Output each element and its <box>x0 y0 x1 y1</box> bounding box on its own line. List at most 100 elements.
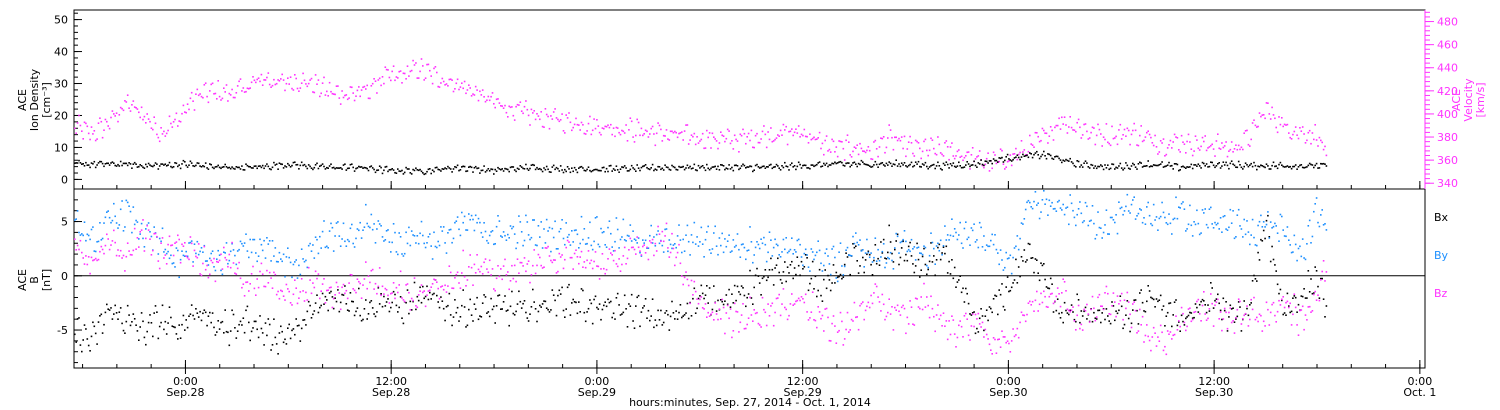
density-point <box>733 164 736 167</box>
by-point <box>391 241 393 244</box>
by-point <box>1222 215 1225 218</box>
velocity-point <box>1229 148 1232 151</box>
density-point <box>360 166 363 168</box>
bx-point <box>839 273 842 276</box>
velocity-point <box>433 67 435 70</box>
velocity-point <box>779 129 782 132</box>
bx-point <box>136 330 139 332</box>
velocity-point <box>256 78 258 81</box>
velocity-point <box>466 89 469 91</box>
by-point <box>1320 214 1322 216</box>
bz-point <box>190 242 193 245</box>
density-point <box>754 164 757 167</box>
bx-point <box>568 283 570 286</box>
velocity-point <box>92 133 94 135</box>
bx-point <box>701 292 704 295</box>
bz-point <box>78 248 80 251</box>
bz-point <box>498 275 501 278</box>
bx-point <box>268 323 271 326</box>
density-point <box>519 165 522 167</box>
by-point <box>213 266 215 268</box>
bz-point <box>170 244 172 247</box>
by-point <box>942 245 945 247</box>
bz-point <box>1208 308 1211 310</box>
bz-point <box>1016 327 1019 330</box>
bx-point <box>1002 305 1005 308</box>
density-point <box>1308 162 1311 165</box>
bx-point <box>252 327 254 329</box>
bx-point <box>913 271 916 274</box>
density-point <box>1037 154 1039 156</box>
bx-point <box>480 316 483 318</box>
bz-point <box>461 272 463 274</box>
by-point <box>249 238 251 241</box>
bx-point <box>921 255 924 258</box>
bx-point <box>270 349 272 351</box>
density-point <box>280 163 282 165</box>
by-point <box>1090 219 1092 222</box>
velocity-point <box>111 110 114 112</box>
by-point <box>821 270 824 272</box>
bz-point <box>742 303 744 305</box>
by-point <box>891 259 893 262</box>
bz-point <box>554 259 556 261</box>
bz-point <box>550 259 552 262</box>
density-point <box>587 166 590 168</box>
velocity-point <box>838 140 840 142</box>
by-point <box>927 266 929 269</box>
bx-point <box>1073 318 1076 321</box>
density-point <box>618 171 620 173</box>
bx-point <box>302 319 304 321</box>
density-point <box>196 162 199 164</box>
velocity-point <box>713 136 715 138</box>
velocity-point <box>1100 133 1102 135</box>
bx-point <box>300 327 303 330</box>
bx-point <box>559 293 562 295</box>
bz-point <box>614 249 616 252</box>
velocity-point <box>547 115 549 118</box>
density-point <box>391 168 393 170</box>
velocity-point <box>1205 149 1208 152</box>
bz-point <box>509 280 512 282</box>
bx-point <box>657 309 659 312</box>
by-point <box>913 246 916 248</box>
density-point <box>202 165 204 167</box>
density-point <box>172 166 175 168</box>
velocity-point <box>1175 136 1177 138</box>
bx-point <box>376 311 378 313</box>
density-point <box>87 164 90 166</box>
by-point <box>564 243 566 246</box>
by-point <box>523 239 526 242</box>
velocity-point <box>707 136 709 139</box>
density-point <box>1303 167 1305 169</box>
bx-point <box>417 299 420 302</box>
bz-point <box>344 292 346 295</box>
by-series <box>74 190 1328 283</box>
velocity-point <box>1257 125 1259 128</box>
bz-point <box>848 331 850 333</box>
by-point <box>398 232 400 234</box>
bz-point <box>713 319 715 321</box>
bz-point <box>1196 300 1198 303</box>
by-point <box>323 220 325 222</box>
bx-point <box>518 290 520 293</box>
bx-point <box>426 285 428 288</box>
density-point <box>1115 166 1117 169</box>
bz-point <box>1130 326 1133 329</box>
bx-point <box>788 272 790 274</box>
density-point <box>175 162 178 165</box>
by-point <box>1070 202 1073 205</box>
bx-point <box>97 321 100 323</box>
density-point <box>669 169 672 171</box>
by-point <box>1034 191 1037 193</box>
velocity-point <box>569 121 572 124</box>
bz-point <box>403 300 406 303</box>
bz-point <box>381 285 384 288</box>
bz-point <box>463 275 466 278</box>
density-point <box>903 162 906 164</box>
bz-point <box>896 304 899 307</box>
density-point <box>394 171 396 174</box>
velocity-point <box>1265 102 1268 104</box>
bz-point <box>527 260 530 262</box>
density-point <box>643 165 645 167</box>
